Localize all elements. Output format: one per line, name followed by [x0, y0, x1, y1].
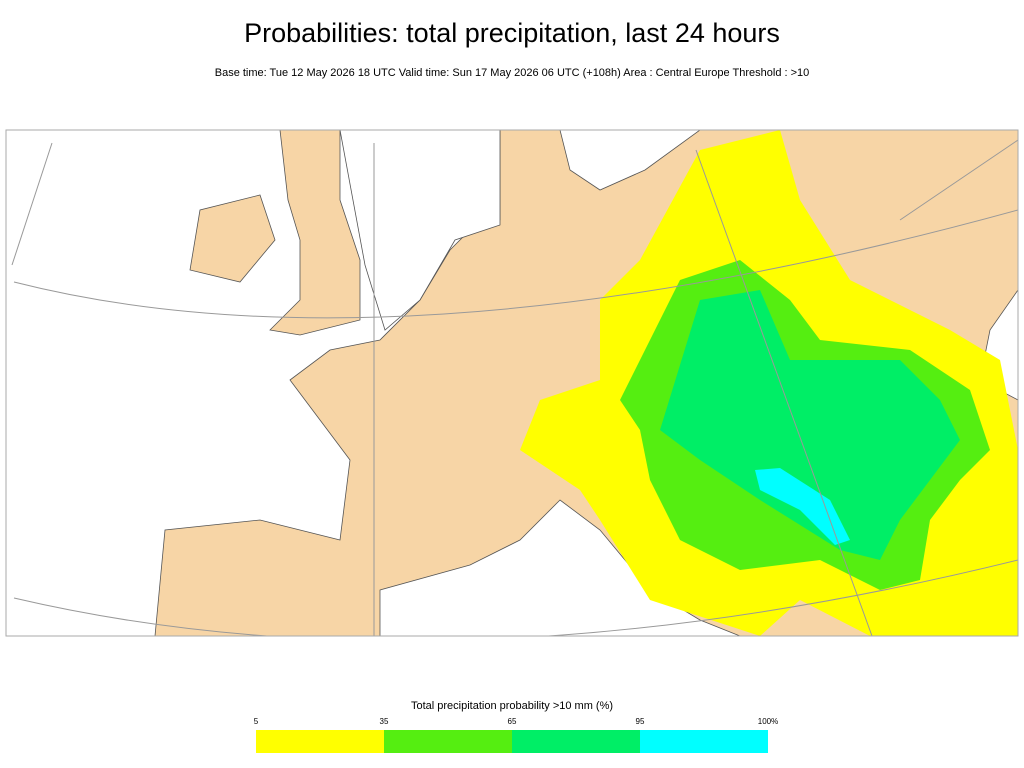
legend-swatch: [640, 730, 768, 753]
legend-label: 35: [380, 717, 389, 726]
sea: [559, 130, 701, 191]
legend: 5 35 65 95 100%: [254, 717, 778, 753]
legend-label: 5: [254, 717, 259, 726]
legend-swatch: [384, 730, 512, 753]
land: [269, 130, 361, 336]
legend-title: Total precipitation probability >10 mm (…: [411, 700, 613, 712]
subtitle: Base time: Tue 12 May 2026 18 UTC Valid …: [215, 67, 810, 79]
map-frame: [5, 129, 1019, 637]
legend-label: 100%: [758, 717, 778, 726]
map: [5, 129, 1019, 637]
prob-cyan: [755, 468, 850, 545]
title: Probabilities: total precipitation, last…: [244, 18, 780, 48]
legend-label: 65: [508, 717, 517, 726]
sea: [339, 130, 501, 331]
legend-swatch: [256, 730, 384, 753]
legend-swatch: [512, 730, 640, 753]
graticule: [11, 139, 1018, 636]
land: [189, 194, 276, 283]
prob-bright-green: [660, 290, 960, 560]
legend-label: 95: [636, 717, 645, 726]
